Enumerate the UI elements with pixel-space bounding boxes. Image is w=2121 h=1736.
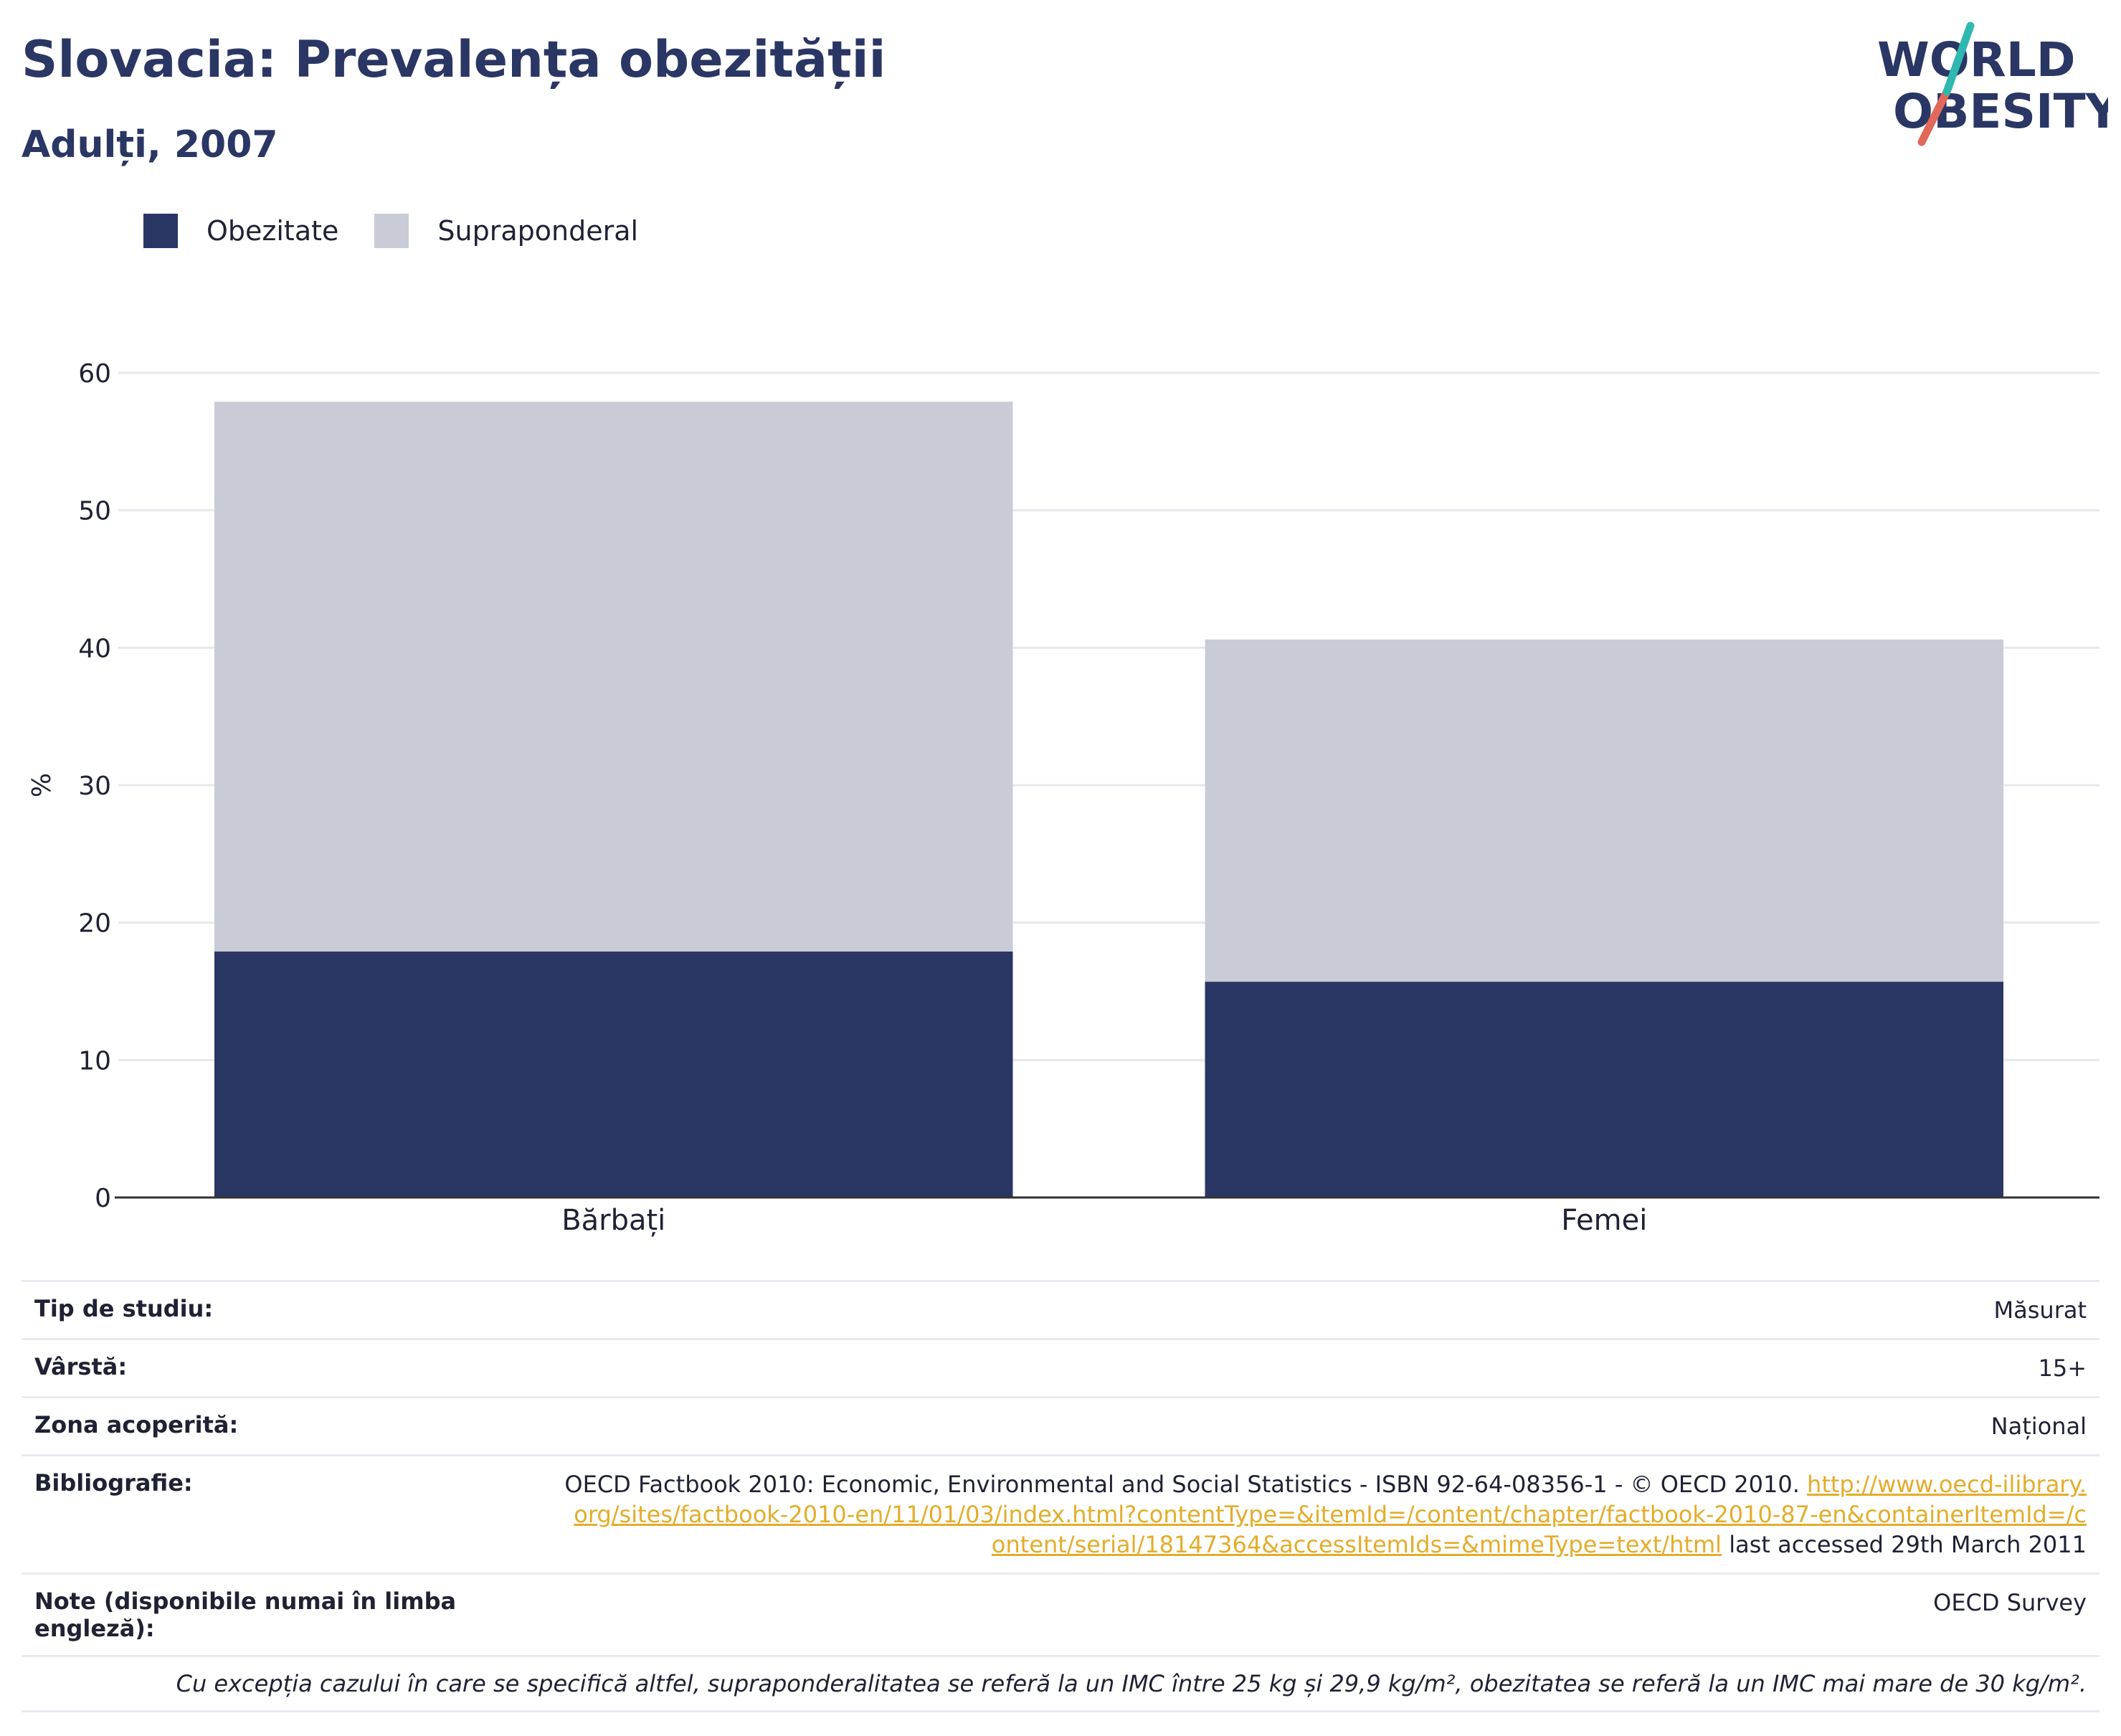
x-category-label: Femei — [1561, 1204, 1647, 1237]
bar-supraponderal-1[interactable] — [1205, 639, 2003, 982]
meta-value-area: Național — [549, 1396, 2099, 1456]
meta-row-notes: Note (disponibile numai în limba engleză… — [22, 1573, 2099, 1656]
meta-key-study-type: Tip de studiu: — [22, 1280, 549, 1339]
meta-row-area: Zona acoperită: Național — [22, 1396, 2099, 1456]
logo-line1: WORLD — [1877, 32, 2076, 87]
bibliography-text: OECD Factbook 2010: Economic, Environmen… — [564, 1471, 1800, 1498]
meta-row-age: Vârstă: 15+ — [22, 1338, 2099, 1398]
meta-key-area: Zona acoperită: — [22, 1396, 549, 1456]
chart-legend: Obezitate Supraponderal — [143, 214, 674, 248]
bar-obezitate-0[interactable] — [214, 951, 1013, 1197]
bar-supraponderal-0[interactable] — [214, 402, 1013, 952]
bar-obezitate-1[interactable] — [1205, 982, 2003, 1197]
y-tick-label: 0 — [95, 1184, 111, 1213]
x-category-label: Bărbați — [561, 1204, 665, 1237]
y-tick-label: 50 — [78, 497, 111, 526]
y-tick-label: 30 — [78, 772, 111, 801]
x-category-labels: Bărbați Femei — [561, 1204, 1647, 1237]
meta-value-bibliography: OECD Factbook 2010: Economic, Environmen… — [549, 1454, 2099, 1574]
legend-label-obezitate: Obezitate — [207, 215, 339, 247]
y-axis-label: % — [27, 773, 57, 797]
meta-row-bibliography: Bibliografie: OECD Factbook 2010: Econom… — [22, 1454, 2099, 1574]
y-tick-labels: 0 10 20 30 40 50 60 — [78, 359, 111, 1213]
bar-chart: 0 10 20 30 40 50 60 Bărbați Femei % — [27, 359, 2099, 1237]
page-subtitle: Adulți, 2007 — [22, 123, 278, 166]
meta-key-bibliography: Bibliografie: — [22, 1454, 549, 1574]
bars-layer — [214, 402, 2003, 1197]
meta-key-notes: Note (disponibile numai în limba engleză… — [22, 1573, 549, 1656]
metadata-table: Tip de studiu: Măsurat Vârstă: 15+ Zona … — [22, 1280, 2099, 1712]
logo-slash-teal — [1942, 22, 1975, 96]
footnote: Cu excepția cazului în care se specifică… — [22, 1655, 2099, 1712]
y-tick-label: 60 — [78, 359, 111, 389]
meta-value-notes: OECD Survey — [549, 1573, 2099, 1656]
bibliography-accessed: last accessed 29th March 2011 — [1729, 1531, 2087, 1558]
meta-value-age: 15+ — [549, 1338, 2099, 1398]
y-tick-label: 10 — [78, 1046, 111, 1076]
legend-item-supraponderal[interactable]: Supraponderal — [374, 214, 638, 248]
logo-slash-red — [1917, 87, 1951, 146]
legend-swatch-supraponderal — [374, 214, 409, 248]
meta-key-age: Vârstă: — [22, 1338, 549, 1398]
legend-swatch-obezitate — [143, 214, 178, 248]
bibliography-link[interactable]: http://www.oecd-ilibrary.org/sites/factb… — [574, 1471, 2087, 1558]
y-tick-label: 40 — [78, 634, 111, 663]
meta-value-study-type: Măsurat — [549, 1280, 2099, 1339]
page-title: Slovacia: Prevalența obezității — [22, 30, 886, 89]
legend-label-supraponderal: Supraponderal — [437, 215, 639, 247]
meta-row-footnote: Cu excepția cazului în care se specifică… — [22, 1655, 2099, 1712]
world-obesity-logo: WORLD OBESITY — [1877, 22, 2108, 146]
meta-row-study-type: Tip de studiu: Măsurat — [22, 1280, 2099, 1339]
y-tick-label: 20 — [78, 909, 111, 939]
legend-item-obezitate[interactable]: Obezitate — [143, 214, 338, 248]
